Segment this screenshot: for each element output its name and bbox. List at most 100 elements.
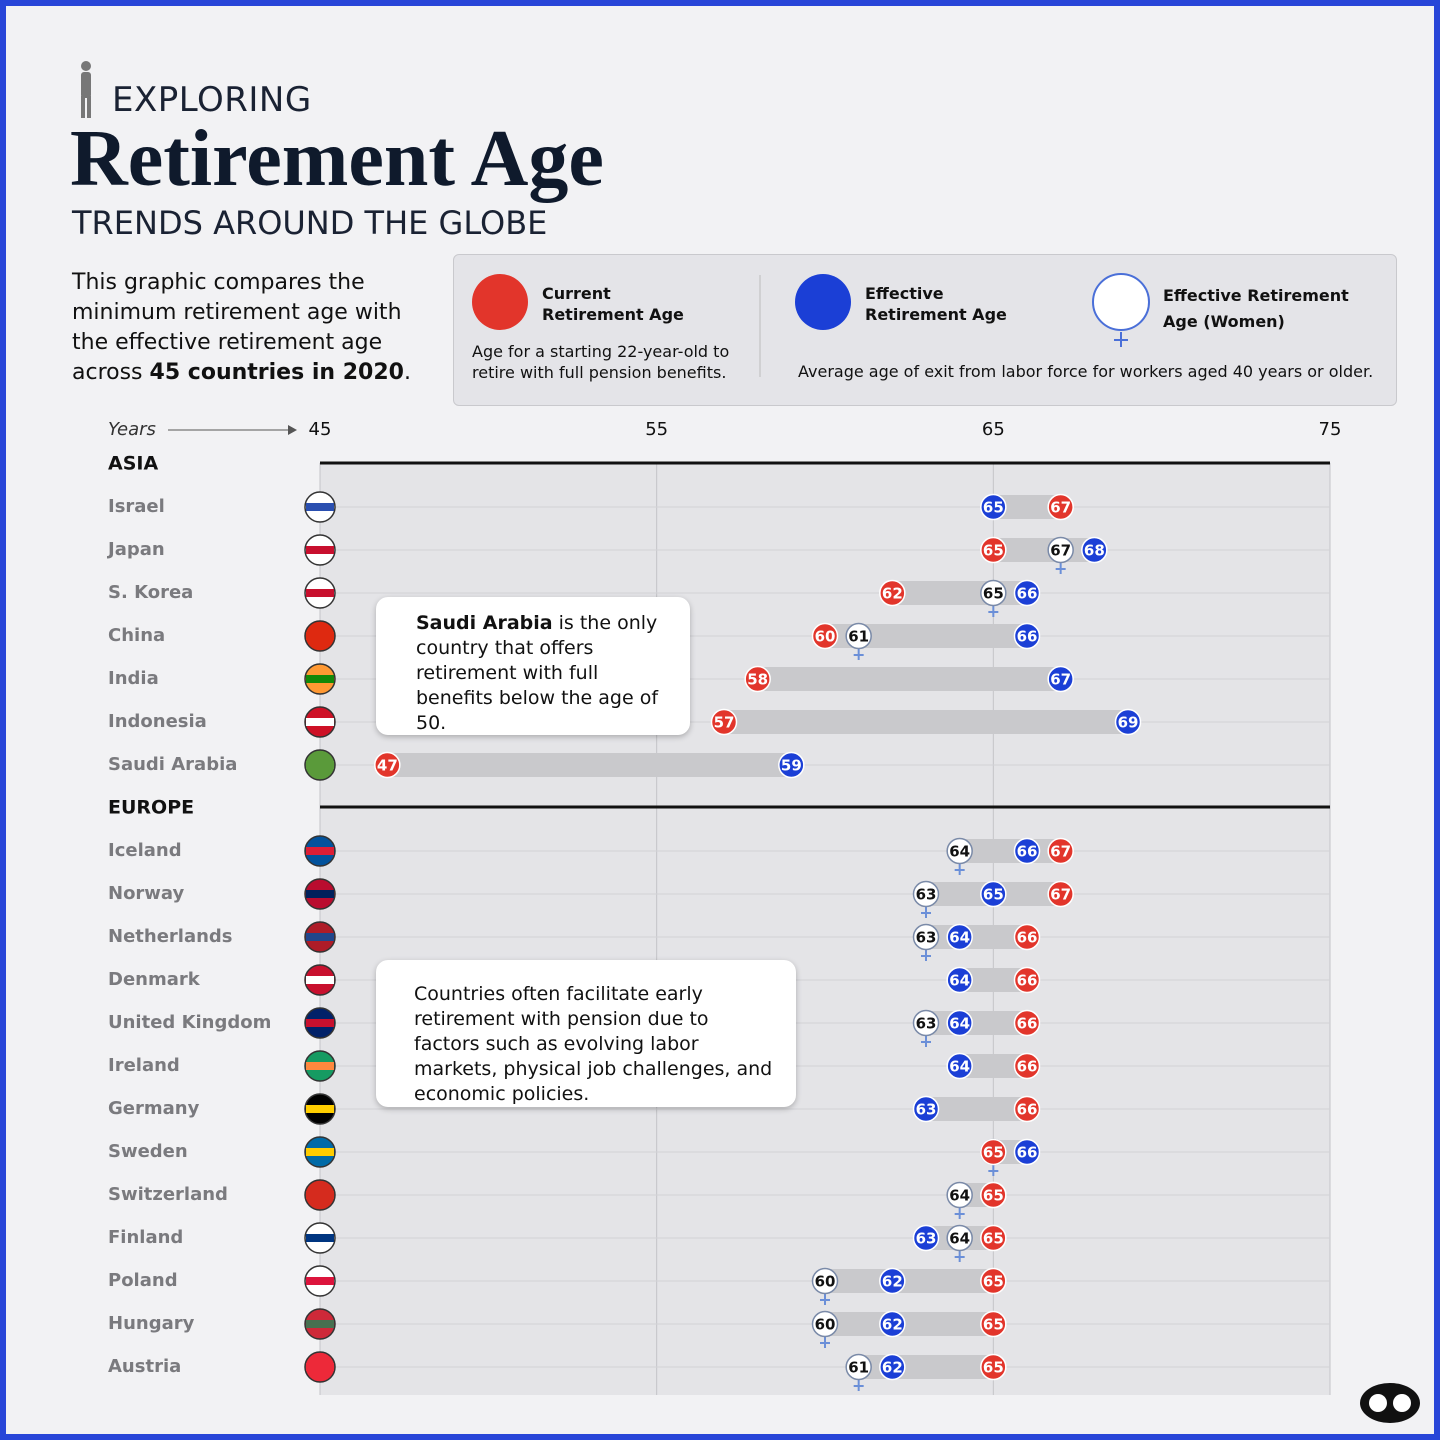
value-label: 66 xyxy=(1017,1015,1038,1033)
marker xyxy=(912,1095,940,1123)
marker xyxy=(778,751,805,779)
marker xyxy=(1013,1052,1041,1080)
value-label: 65 xyxy=(983,1144,1004,1162)
category-label: Norway xyxy=(108,883,185,904)
value-label: 66 xyxy=(1017,1058,1038,1076)
marker xyxy=(879,1267,906,1295)
range-bar xyxy=(993,538,1095,562)
marker xyxy=(811,1267,839,1295)
group-title: EUROPE xyxy=(108,797,194,819)
flag-stripe xyxy=(306,1320,334,1328)
x-tick-label: 65 xyxy=(982,419,1005,440)
intro-bold: 45 countries in 2020 xyxy=(149,360,404,385)
range-bar xyxy=(858,1355,994,1379)
flag-stripe xyxy=(306,976,334,984)
value-label: 67 xyxy=(1050,671,1071,689)
legend-icons xyxy=(472,273,1150,377)
value-label: 66 xyxy=(1017,628,1038,646)
value-label: 69 xyxy=(1118,714,1139,732)
category-label: Ireland xyxy=(108,1055,180,1076)
chart: Years 45 55 65 75 ASIA Israel 65 67 Japan 67 68 65 S… xyxy=(81,61,1420,1423)
marker xyxy=(946,1224,973,1252)
flag-stripe xyxy=(306,890,334,898)
flag-stripe xyxy=(306,632,334,640)
legend-note: Average age of exit from labor force for… xyxy=(798,362,1374,381)
legend-entry: Current Retirement Age xyxy=(542,284,684,324)
legend-note: Age for a starting 22-year-old to retire… xyxy=(472,342,730,382)
value-label: 61 xyxy=(848,628,869,646)
category-label: Switzerland xyxy=(108,1184,228,1205)
marker xyxy=(1047,837,1074,865)
group-title: ASIA xyxy=(108,453,158,475)
marker xyxy=(946,1052,973,1080)
flag-stripe xyxy=(306,847,334,855)
subtitle: TRENDS AROUND THE GLOBE xyxy=(72,204,548,242)
value-label: 58 xyxy=(747,671,768,689)
flag-stripe xyxy=(306,1148,334,1156)
annotation-bold: Saudi Arabia xyxy=(416,612,553,634)
flag-stripe xyxy=(306,1363,334,1371)
value-label: 64 xyxy=(949,929,970,947)
flag-stripe xyxy=(306,761,334,769)
legend: Current Retirement Age Effective Retirem… xyxy=(453,254,1397,406)
value-label: 65 xyxy=(983,542,1004,560)
flag-stripe xyxy=(306,718,334,726)
figure-icon xyxy=(81,61,91,118)
marker xyxy=(980,1181,1007,1209)
marker xyxy=(946,837,973,865)
value-label: 67 xyxy=(1050,499,1071,517)
marker xyxy=(912,1009,940,1037)
flag-stripe xyxy=(306,546,334,554)
category-label: Saudi Arabia xyxy=(108,754,237,775)
marker xyxy=(744,665,771,693)
category-label: United Kingdom xyxy=(108,1012,271,1033)
annotation-text: is the only country that offers retireme… xyxy=(416,612,659,734)
x-tick-label: 55 xyxy=(645,419,668,440)
value-label: 57 xyxy=(714,714,735,732)
range-bar xyxy=(757,667,1061,691)
x-tick-label: 45 xyxy=(309,419,332,440)
value-label: 64 xyxy=(949,1187,970,1205)
marker xyxy=(1114,708,1142,736)
marker xyxy=(980,880,1007,908)
flag-stripe xyxy=(306,1191,334,1199)
marker xyxy=(811,1310,839,1338)
value-label: 60 xyxy=(815,628,836,646)
flag-stripe xyxy=(306,503,334,511)
value-label: 68 xyxy=(1084,542,1105,560)
category-label: India xyxy=(108,668,159,689)
value-label: 64 xyxy=(949,972,970,990)
value-label: 60 xyxy=(815,1273,836,1291)
marker xyxy=(879,1310,906,1338)
flag-stripe xyxy=(306,1062,334,1070)
range-bar xyxy=(825,1269,994,1293)
value-label: 67 xyxy=(1050,843,1071,861)
marker xyxy=(845,622,872,650)
value-label: 66 xyxy=(1017,972,1038,990)
marker xyxy=(1013,579,1041,607)
intro: This graphic compares the minimum retire… xyxy=(72,268,412,388)
plot: Years 45 55 65 75 xyxy=(108,419,1341,1395)
marker xyxy=(980,1224,1007,1252)
title: Retirement Age xyxy=(70,115,604,203)
flag-stripe xyxy=(306,1234,334,1242)
marker xyxy=(912,880,940,908)
marker xyxy=(845,1353,872,1381)
value-label: 59 xyxy=(781,757,802,775)
category-label: Poland xyxy=(108,1270,178,1291)
value-label: 66 xyxy=(1017,1144,1038,1162)
marker xyxy=(912,1224,940,1252)
value-label: 65 xyxy=(983,1359,1004,1377)
category-label: Netherlands xyxy=(108,926,233,947)
value-label: 62 xyxy=(882,1359,903,1377)
marker xyxy=(980,536,1007,564)
category-label: Hungary xyxy=(108,1313,195,1334)
marker xyxy=(1013,1138,1041,1166)
value-label: 65 xyxy=(983,499,1004,517)
value-label: 67 xyxy=(1050,542,1071,560)
category-label: Finland xyxy=(108,1227,183,1248)
category-label: Sweden xyxy=(108,1141,188,1162)
value-label: 65 xyxy=(983,886,1004,904)
logo xyxy=(1360,1383,1420,1423)
kicker: EXPLORING xyxy=(112,80,312,120)
